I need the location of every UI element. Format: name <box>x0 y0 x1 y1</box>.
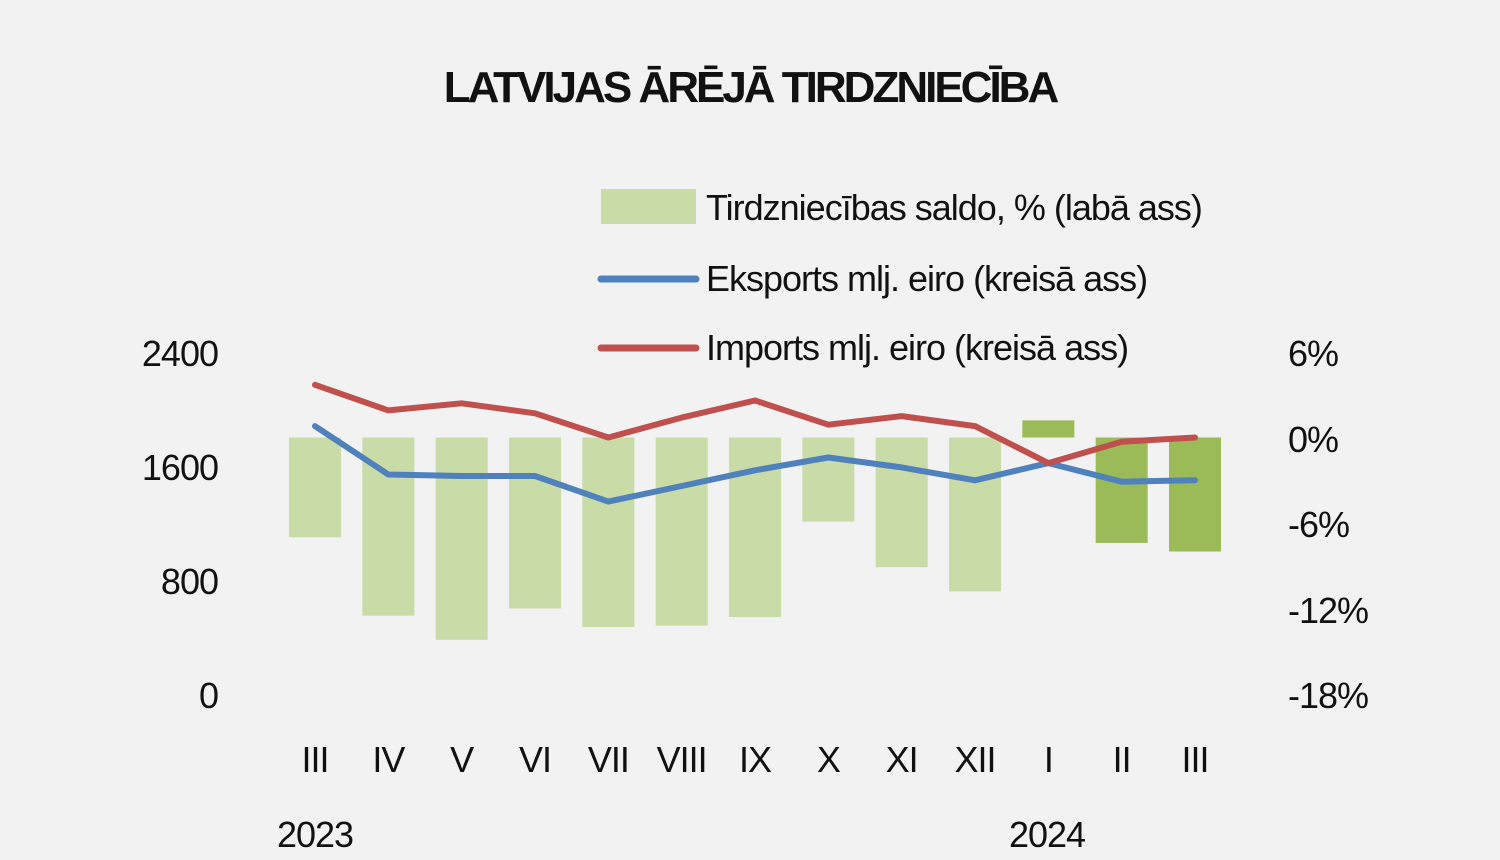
legend: Tirdzniecības saldo, % (labā ass) Ekspor… <box>597 187 1203 368</box>
year-label-2023: 2023 <box>277 814 353 855</box>
category-label: VII <box>588 739 629 780</box>
saldo-bar <box>1095 437 1148 543</box>
right-tick-2: -6% <box>1288 504 1349 545</box>
saldo-bar <box>362 437 415 616</box>
right-tick-3: 0% <box>1288 419 1338 460</box>
left-tick-2: 1600 <box>142 447 218 488</box>
trade-lines <box>312 381 1198 505</box>
saldo-bar <box>435 437 488 640</box>
category-label: IX <box>739 739 772 780</box>
category-label: XI <box>886 739 918 780</box>
category-labels: III IV V VI VII VIII IX X XI XII I II III <box>301 739 1209 780</box>
category-label: IV <box>372 739 405 780</box>
saldo-bar <box>949 437 1001 592</box>
saldo-bar <box>875 437 928 568</box>
saldo-bar <box>582 437 635 628</box>
category-label: VIII <box>657 739 707 780</box>
right-tick-1: -12% <box>1288 590 1368 631</box>
saldo-bar <box>509 437 561 609</box>
saldo-bars <box>289 420 1221 640</box>
category-label: III <box>1181 739 1208 780</box>
chart-title: LATVIJAS ĀRĒJĀ TIRDZNIECĪBA <box>444 63 1059 112</box>
right-tick-4: 6% <box>1288 333 1338 374</box>
legend-label-saldo: Tirdzniecības saldo, % (labā ass) <box>706 187 1202 228</box>
saldo-bar <box>802 437 855 522</box>
left-tick-0: 0 <box>199 675 218 716</box>
legend-label-eksports: Eksports mlj. eiro (kreisā ass) <box>706 258 1147 299</box>
saldo-bar <box>289 437 341 538</box>
saldo-bar <box>655 437 708 626</box>
year-label-2024: 2024 <box>1009 814 1085 855</box>
category-label: III <box>301 739 328 780</box>
category-label: X <box>817 739 841 780</box>
left-tick-3: 2400 <box>142 333 218 374</box>
category-label: V <box>450 739 474 780</box>
imports-line <box>312 381 1198 467</box>
category-label: I <box>1044 739 1053 780</box>
category-label: II <box>1113 739 1131 780</box>
left-tick-1: 800 <box>161 561 218 602</box>
category-label: XII <box>954 739 995 780</box>
saldo-bar <box>1022 420 1075 438</box>
legend-label-imports: Imports mlj. eiro (kreisā ass) <box>706 327 1128 368</box>
saldo-bar <box>1169 437 1221 552</box>
right-tick-0: -18% <box>1288 675 1368 716</box>
legend-swatch-saldo <box>601 189 696 224</box>
category-label: VI <box>519 739 551 780</box>
